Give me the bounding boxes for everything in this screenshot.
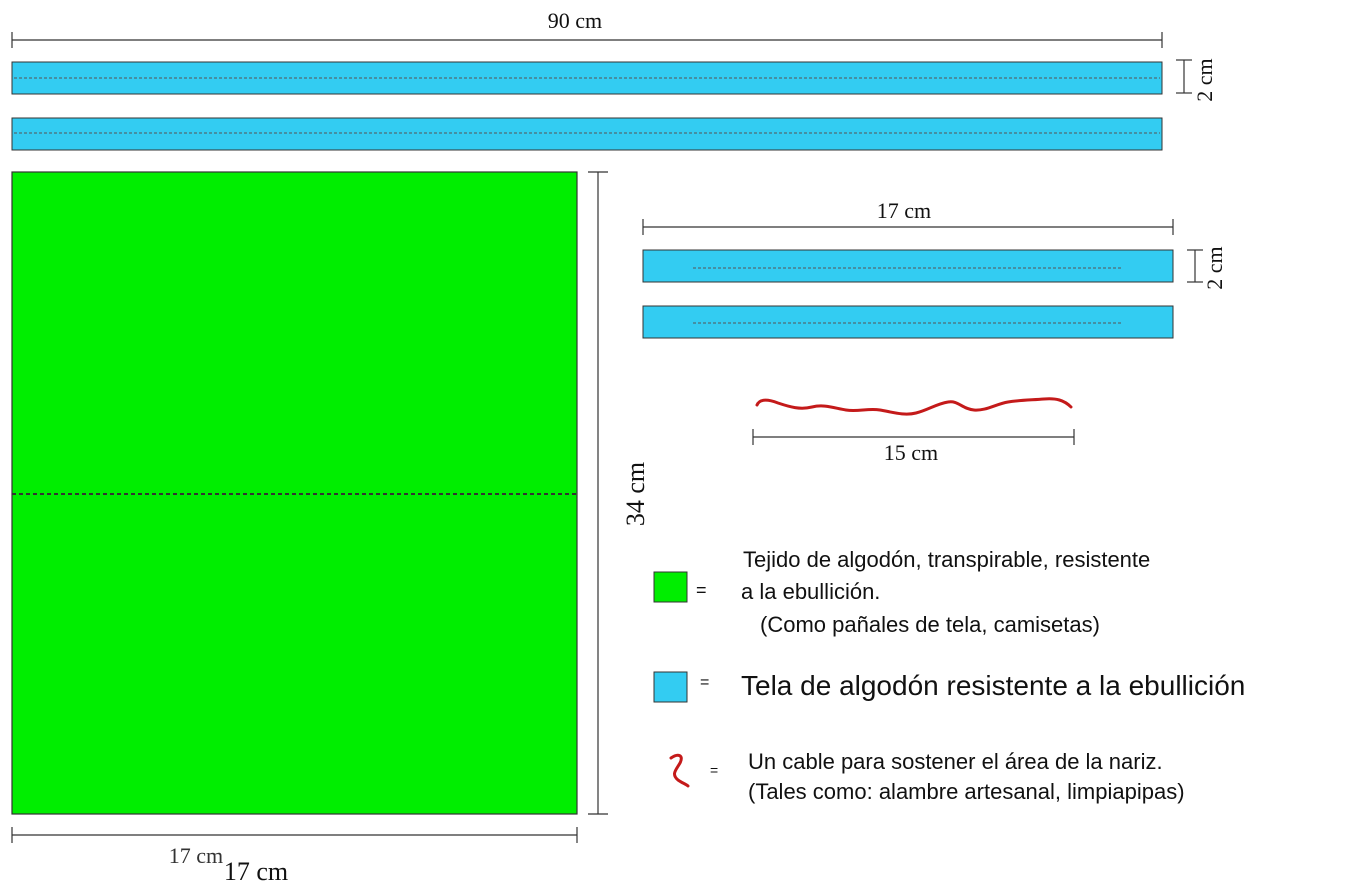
short-strip-width-dimension bbox=[1187, 249, 1203, 283]
square-height-label: 34 cm bbox=[621, 462, 650, 526]
legend-green-description-line1: Tejido de algodón, transpirable, resiste… bbox=[743, 547, 1151, 572]
long-strip-length-dimension bbox=[11, 32, 1163, 48]
wire-length-label: 15 cm bbox=[884, 440, 938, 465]
legend-green-description-line2: a la ebullición. bbox=[741, 579, 881, 604]
legend-wire-description-line2: (Tales como: alambre artesanal, limpiapi… bbox=[748, 779, 1185, 804]
square-width-dimension bbox=[11, 827, 578, 843]
legend-wire-description-line1: Un cable para sostener el área de la nar… bbox=[748, 749, 1163, 774]
square-width-label-duplicate: 17 cm bbox=[224, 857, 288, 882]
square-width-label: 17 cm bbox=[169, 843, 223, 868]
legend-green-equals: = bbox=[696, 580, 707, 600]
legend-green-swatch bbox=[653, 571, 688, 603]
long-strip-width-label: 2 cm bbox=[1192, 58, 1217, 101]
legend-green-description-line3: (Como pañales de tela, camisetas) bbox=[760, 612, 1100, 637]
long-strip-length-label: 90 cm bbox=[548, 8, 602, 33]
long-strip-bottom bbox=[11, 117, 1163, 151]
short-strip-length-dimension bbox=[642, 219, 1174, 235]
legend-blue-equals: = bbox=[700, 674, 709, 691]
square-height-dimension bbox=[588, 171, 608, 815]
short-strip-bottom bbox=[642, 305, 1174, 339]
legend-wire-equals: = bbox=[710, 762, 718, 778]
short-strip-top bbox=[642, 249, 1174, 283]
long-strip-width-dimension bbox=[1176, 59, 1192, 94]
legend-blue-description: Tela de algodón resistente a la ebullici… bbox=[741, 670, 1246, 701]
legend-blue-swatch bbox=[653, 671, 688, 703]
legend-wire-icon bbox=[669, 753, 690, 788]
nose-wire-drawing bbox=[755, 397, 1073, 416]
wire-length-dimension bbox=[752, 429, 1075, 445]
short-strip-width-label: 2 cm bbox=[1202, 246, 1227, 289]
short-strip-length-label: 17 cm bbox=[877, 198, 931, 223]
